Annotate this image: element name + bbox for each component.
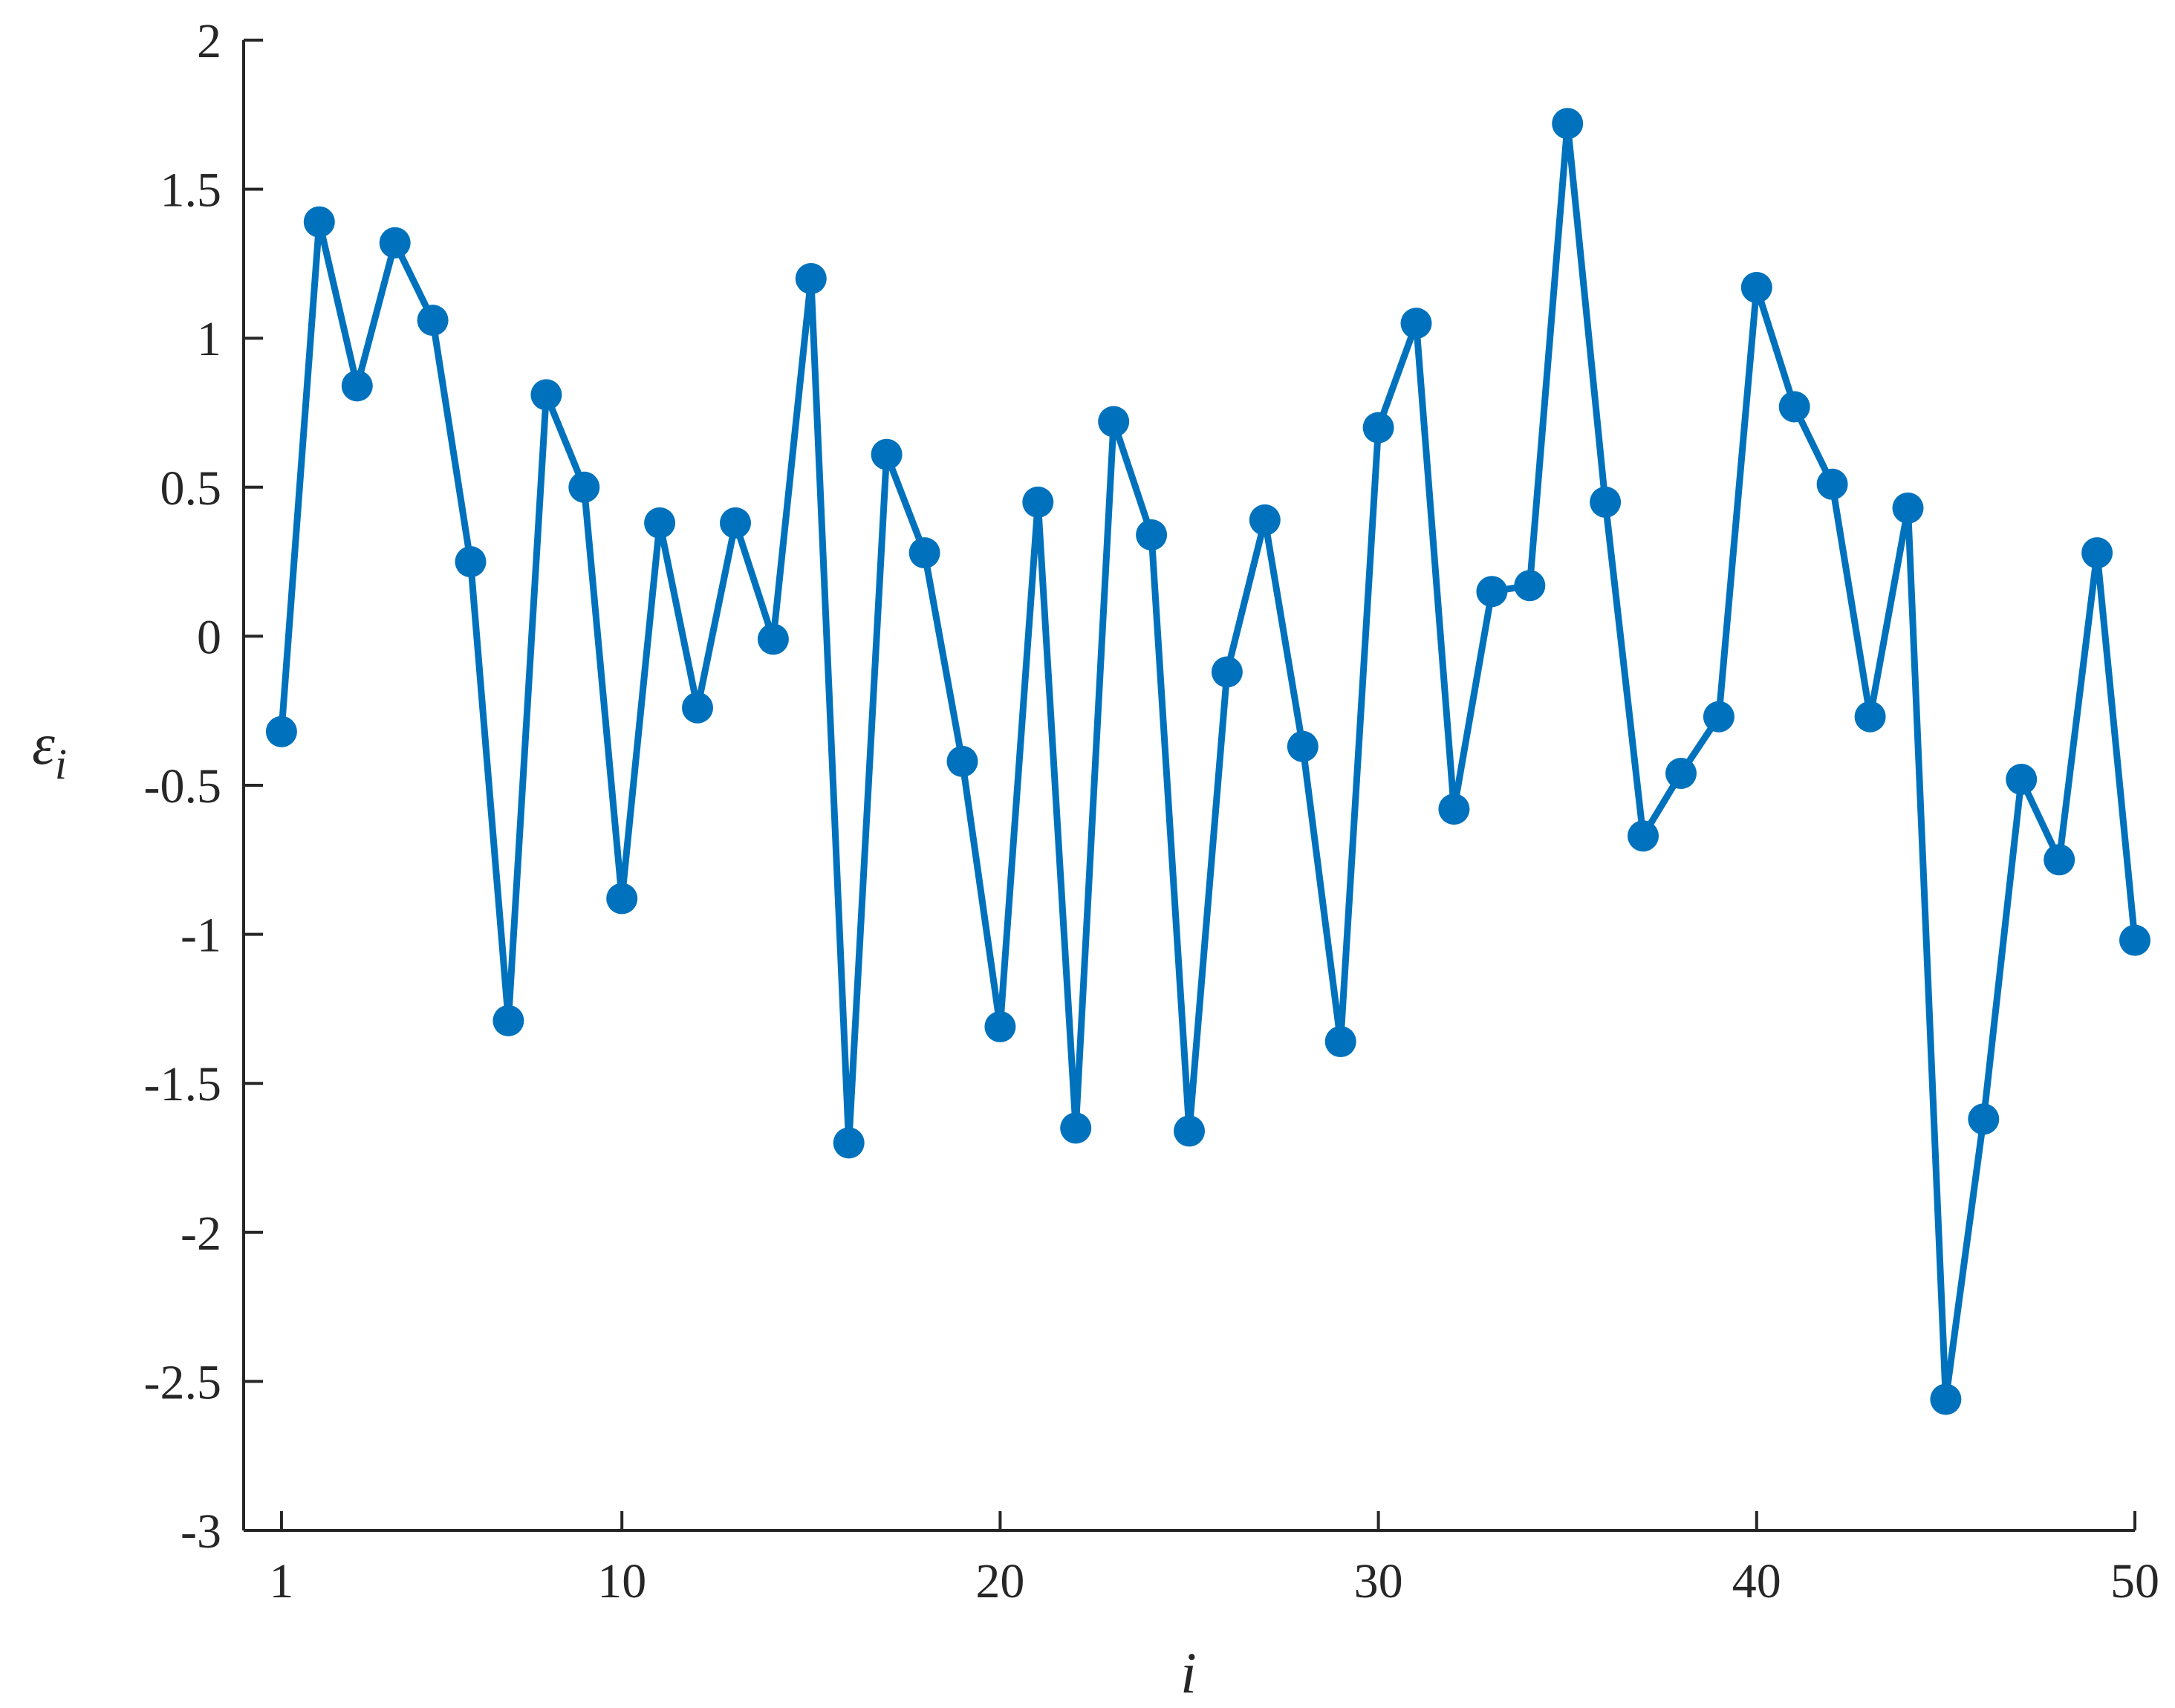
x-tick-label: 50 (2110, 1554, 2159, 1608)
axes (242, 40, 2135, 1532)
y-tick-label: 0 (197, 610, 221, 664)
data-point (1930, 1383, 1962, 1415)
data-point (795, 263, 827, 294)
data-point (946, 745, 978, 777)
x-tick-label: 10 (597, 1554, 646, 1608)
data-point (1211, 656, 1243, 688)
data-point (644, 507, 676, 539)
data-point (2119, 924, 2150, 956)
data-point (1740, 272, 1772, 303)
y-tick-label: -2.5 (144, 1355, 221, 1409)
data-point (2006, 764, 2038, 795)
data-point (1590, 486, 1622, 518)
data-point (1778, 391, 1810, 423)
data-point (833, 1127, 865, 1159)
data-point (1892, 492, 1924, 524)
plot-area (265, 108, 2150, 1415)
data-point (984, 1011, 1016, 1042)
data-point (871, 438, 903, 470)
x-tick-label: 40 (1732, 1554, 1781, 1608)
x-tick-label: 1 (269, 1554, 293, 1608)
data-point (530, 379, 562, 411)
data-point (757, 623, 789, 655)
data-point (1174, 1115, 1205, 1147)
x-tick-label: 30 (1354, 1554, 1403, 1608)
x-axis-label: i (1180, 1640, 1197, 1705)
y-tick-label: -2 (181, 1207, 221, 1261)
data-point (1968, 1103, 2000, 1135)
data-point (417, 305, 449, 337)
data-point (303, 206, 335, 238)
y-ticks: -3 -2.5 -2 -1.5 -1 -0.5 0 0.5 1 1.5 2 (144, 14, 263, 1559)
y-axis-label-main: ε (32, 712, 55, 776)
data-point (908, 537, 940, 569)
data-point (1816, 468, 1848, 500)
data-point (720, 507, 751, 539)
y-axis-label-subscript: i (55, 740, 67, 788)
data-point (455, 546, 487, 578)
data-point (2044, 844, 2075, 876)
y-tick-label: -1 (181, 909, 221, 963)
data-point (1400, 308, 1432, 340)
data-point (1362, 412, 1394, 444)
data-point (1022, 486, 1054, 518)
data-point (1476, 576, 1508, 608)
data-point (2081, 537, 2113, 569)
y-tick-label: 0.5 (160, 461, 222, 516)
data-point (1438, 793, 1470, 825)
data-point (1249, 504, 1281, 536)
y-tick-label: 1 (197, 312, 221, 366)
y-tick-label: 1.5 (160, 163, 222, 218)
data-point (606, 883, 638, 915)
data-point (379, 227, 411, 259)
y-axis-label: εi (32, 712, 67, 788)
data-point (1703, 701, 1735, 733)
data-point (682, 692, 713, 724)
data-point (1136, 519, 1168, 551)
x-tick-label: 20 (975, 1554, 1024, 1608)
y-tick-label: -3 (181, 1504, 221, 1559)
x-ticks: 1 10 20 30 40 50 (269, 1511, 2159, 1608)
data-point (492, 1004, 524, 1036)
data-point (1552, 108, 1584, 140)
data-point (1514, 570, 1546, 602)
data-point (1098, 406, 1130, 438)
y-tick-label: -0.5 (144, 759, 221, 814)
series-line (278, 120, 2139, 1403)
data-point (265, 715, 297, 747)
data-point (1854, 701, 1886, 733)
y-tick-label: 2 (197, 14, 221, 68)
data-point (1628, 820, 1659, 852)
data-point (1665, 758, 1697, 789)
data-point (1060, 1112, 1092, 1144)
data-point (568, 471, 600, 503)
data-point (341, 370, 373, 402)
data-point (1287, 730, 1319, 762)
data-point (1324, 1026, 1356, 1057)
y-tick-label: -1.5 (144, 1057, 221, 1111)
